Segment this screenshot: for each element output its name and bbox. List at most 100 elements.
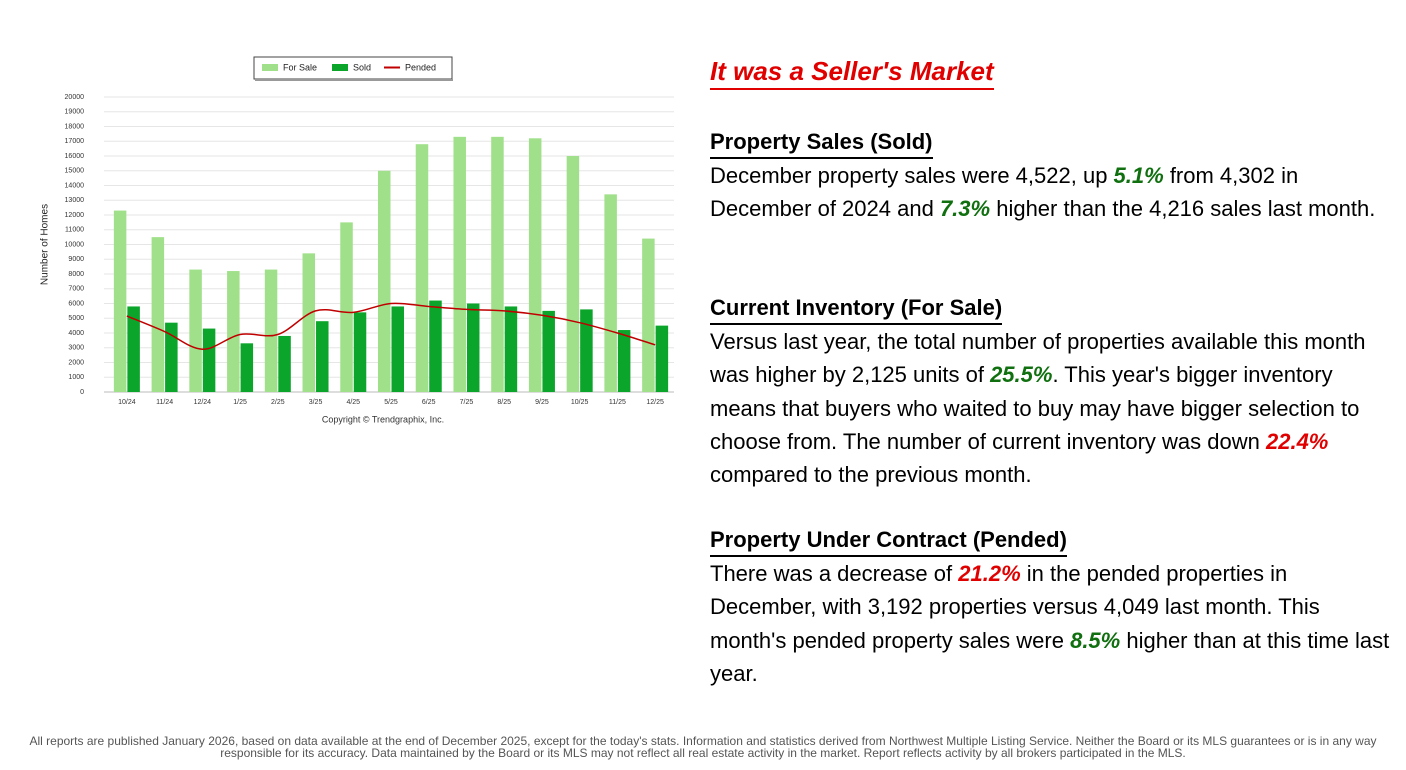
x-tick-label: 7/25 [460, 399, 474, 406]
y-tick-label: 1000 [68, 374, 84, 381]
text-run: Versus last year, the total number of pr… [710, 329, 1366, 388]
y-tick-label: 20000 [65, 94, 85, 101]
highlight: 21.2% [958, 561, 1021, 586]
x-tick-label: 10/25 [571, 399, 589, 406]
y-tick-label: 17000 [65, 138, 85, 145]
y-tick-label: 4000 [68, 330, 84, 337]
text-run: December property sales were 4,522, up [710, 163, 1114, 188]
y-tick-label: 11000 [65, 227, 84, 234]
section-heading: Property Under Contract (Pended) [710, 525, 1067, 557]
y-tick-label: 5000 [68, 315, 84, 322]
bar [353, 312, 367, 392]
text-run: . This year's bigger inventory means tha… [710, 362, 1360, 454]
y-tick-label: 6000 [68, 300, 84, 307]
highlight: 7.3% [939, 196, 991, 222]
bar [504, 306, 518, 392]
bar [378, 170, 391, 392]
x-tick-label: 11/25 [609, 399, 626, 406]
legend-label: For Sale [283, 62, 317, 72]
bar [528, 138, 542, 392]
bar [165, 322, 178, 392]
bar [391, 306, 404, 392]
bar [151, 237, 165, 392]
bar [415, 144, 429, 392]
y-tick-label: 16000 [65, 153, 85, 160]
y-tick-label: 0 [80, 389, 84, 396]
x-tick-label: 12/25 [646, 399, 664, 406]
bar [278, 335, 291, 392]
x-tick-label: 1/25 [233, 399, 247, 406]
x-tick-label: 11/24 [156, 399, 173, 406]
section: Current Inventory (For Sale) Versus last … [710, 291, 1395, 491]
bar [264, 269, 278, 392]
x-tick-label: 9/25 [535, 399, 549, 406]
bar [127, 306, 140, 392]
x-tick-label: 8/25 [497, 399, 511, 406]
text-run: There was a decrease of [710, 561, 959, 586]
y-tick-label: 19000 [65, 109, 85, 116]
x-tick-label: 3/25 [309, 399, 323, 406]
section: Property Under Contract (Pended) There wa… [710, 523, 1395, 690]
section-text: There was a decrease of 21.2% in the pen… [710, 557, 1395, 690]
x-tick-label: 5/25 [384, 399, 398, 406]
title: It was a Seller's Market [710, 56, 994, 90]
y-axis-label: Number of Homes [40, 204, 51, 285]
bar [491, 136, 504, 392]
y-tick-label: 8000 [68, 271, 84, 278]
bar [240, 343, 254, 392]
bar [227, 271, 240, 392]
bar [113, 210, 127, 392]
y-tick-label: 13000 [65, 197, 85, 204]
highlight: 5.1% [1113, 163, 1164, 188]
bar [429, 300, 442, 392]
bar [302, 253, 316, 392]
y-tick-label: 9000 [68, 256, 84, 263]
y-tick-label: 3000 [68, 345, 84, 352]
bar [466, 303, 480, 392]
chart: 0 1000 2000 3000 4000 5000 6000 7000 8000 9000 100… [40, 56, 674, 424]
y-tick-label: 7000 [68, 286, 84, 293]
y-tick-label: 10000 [65, 241, 85, 248]
highlight: 22.4% [1265, 428, 1329, 454]
footer: All reports are published January 2026, … [0, 735, 1406, 759]
bar [189, 269, 202, 392]
bar [202, 328, 216, 392]
footer-line: responsible for its accuracy. Data maint… [220, 746, 1186, 760]
bar [642, 238, 655, 392]
y-tick-label: 2000 [68, 359, 84, 366]
y-tick-label: 18000 [65, 123, 85, 130]
line [126, 302, 656, 350]
legend-swatch [332, 64, 348, 71]
footer-line: All reports are published January 2026, … [29, 734, 1377, 748]
x-tick-label: 2/25 [271, 399, 285, 406]
y-tick-label: 12000 [65, 212, 85, 219]
bar [340, 222, 353, 392]
section-heading: Current Inventory (For Sale) [710, 293, 1003, 325]
x-tick-label: 10/24 [118, 399, 136, 406]
text-run: higher than at this time last year. [710, 627, 1390, 686]
copyright: Copyright © Trendgraphix, Inc. [322, 414, 444, 424]
legend-swatch [262, 64, 278, 71]
text-run: from 4,302 in December of 2024 and [710, 163, 1299, 222]
y-tick-label: 15000 [65, 168, 85, 175]
legend-label: Pended [405, 62, 436, 72]
text-run: compared to the previous month. [710, 462, 1032, 488]
bar [617, 330, 631, 392]
section-text: Versus last year, the total number of pr… [710, 325, 1395, 491]
bar [580, 309, 593, 392]
legend-label: Sold [353, 62, 371, 72]
y-tick-label: 14000 [65, 182, 85, 189]
highlight: 25.5% [990, 362, 1053, 388]
x-tick-label: 4/25 [346, 399, 360, 406]
x-tick-label: 12/24 [194, 399, 212, 406]
text-run: in the pended properties in December, wi… [710, 561, 1320, 653]
highlight: 8.5% [1070, 627, 1121, 653]
bar [542, 310, 555, 392]
bar [453, 136, 466, 392]
text-run: higher than the 4,216 sales last month. [990, 196, 1376, 222]
section: Property Sales (Sold) December property s… [710, 125, 1395, 226]
bar [566, 156, 580, 392]
bar [316, 321, 329, 392]
bar [655, 325, 669, 392]
